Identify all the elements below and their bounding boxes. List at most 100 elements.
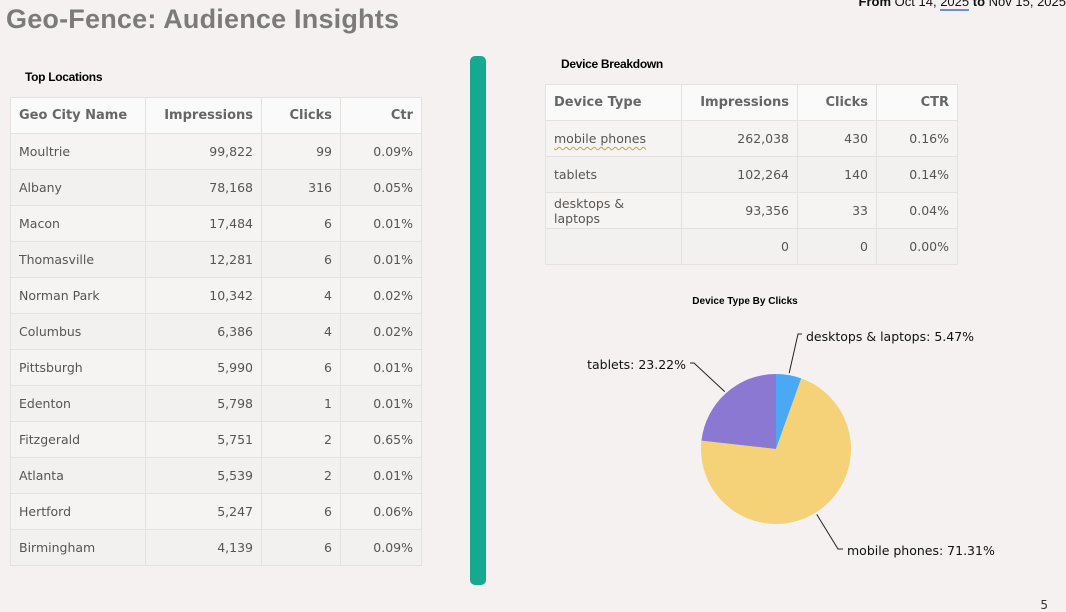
location-clicks: 4 — [261, 313, 341, 350]
location-clicks: 6 — [261, 529, 341, 566]
location-row[interactable]: Fitzgerald 5,751 2 0.65% — [10, 421, 422, 458]
location-city: Albany — [10, 169, 146, 206]
pie-slice-tablets[interactable] — [701, 374, 776, 449]
location-row[interactable]: Moultrie 99,822 99 0.09% — [10, 133, 422, 170]
location-impressions: 5,990 — [145, 349, 262, 386]
location-impressions: 5,539 — [145, 457, 262, 494]
location-city: Fitzgerald — [10, 421, 146, 458]
device-impressions: 93,356 — [681, 192, 798, 229]
device-type-text: mobile phones — [554, 131, 646, 146]
device-row[interactable]: 0 0 0.00% — [545, 228, 958, 265]
location-ctr: 0.01% — [340, 457, 422, 494]
device-clicks: 0 — [797, 228, 877, 265]
pie-label: tablets: 23.22% — [587, 357, 686, 372]
device-ctr: 0.00% — [876, 228, 958, 265]
location-city: Columbus — [10, 313, 146, 350]
page-title: Geo-Fence: Audience Insights — [6, 4, 400, 34]
device-breakdown-label: Device Breakdown — [561, 57, 663, 71]
top-locations-table: Geo City Name Impressions Clicks Ctr Mou… — [10, 97, 422, 566]
col-device-type[interactable]: Device Type — [545, 84, 682, 121]
device-impressions: 102,264 — [681, 156, 798, 193]
pie-leader-line — [816, 514, 843, 550]
device-breakdown-rows: mobile phones 262,038 430 0.16% tablets 102,2… — [545, 120, 958, 265]
device-ctr: 0.16% — [876, 120, 958, 157]
date-from-label: From — [858, 0, 892, 9]
location-ctr: 0.06% — [340, 493, 422, 530]
section-divider — [470, 56, 486, 585]
location-city: Macon — [10, 205, 146, 242]
pie-slice-desktops-laptops[interactable] — [776, 374, 802, 449]
date-range: From Oct 14, 2025 to Nov 15, 2025 — [858, 0, 1066, 11]
col-clicks[interactable]: Clicks — [261, 97, 341, 134]
device-row[interactable]: tablets 102,264 140 0.14% — [545, 156, 958, 193]
location-city: Thomasville — [10, 241, 146, 278]
location-city: Moultrie — [10, 133, 146, 170]
device-clicks: 140 — [797, 156, 877, 193]
location-ctr: 0.09% — [340, 133, 422, 170]
device-type: desktops & laptops — [545, 192, 682, 229]
location-ctr: 0.01% — [340, 349, 422, 386]
location-impressions: 10,342 — [145, 277, 262, 314]
col-device-ctr[interactable]: CTR — [876, 84, 958, 121]
chart-title: Device Type By Clicks — [692, 296, 798, 307]
location-row[interactable]: Birmingham 4,139 6 0.09% — [10, 529, 422, 566]
pie-slice-mobile-phones[interactable] — [700, 378, 851, 524]
pie-label: desktops & laptops: 5.47% — [806, 329, 974, 344]
device-impressions: 0 — [681, 228, 798, 265]
location-clicks: 6 — [261, 493, 341, 530]
location-row[interactable]: Atlanta 5,539 2 0.01% — [10, 457, 422, 494]
location-city: Edenton — [10, 385, 146, 422]
location-ctr: 0.65% — [340, 421, 422, 458]
location-clicks: 2 — [261, 421, 341, 458]
location-impressions: 99,822 — [145, 133, 262, 170]
date-to: Nov 15, 2025 — [988, 0, 1066, 9]
date-from: Oct 14, — [894, 0, 941, 9]
device-row[interactable]: mobile phones 262,038 430 0.16% — [545, 120, 958, 157]
device-type: tablets — [545, 156, 682, 193]
location-impressions: 78,168 — [145, 169, 262, 206]
location-ctr: 0.01% — [340, 241, 422, 278]
device-breakdown-table: Device Type Impressions Clicks CTR mobil… — [545, 84, 958, 265]
corner-mark: 5 — [1040, 598, 1048, 612]
col-device-clicks[interactable]: Clicks — [797, 84, 877, 121]
pie-label: mobile phones: 71.31% — [847, 543, 995, 558]
location-ctr: 0.09% — [340, 529, 422, 566]
location-row[interactable]: Albany 78,168 316 0.05% — [10, 169, 422, 206]
top-locations-label: Top Locations — [25, 70, 103, 84]
col-impressions[interactable]: Impressions — [145, 97, 262, 134]
location-row[interactable]: Thomasville 12,281 6 0.01% — [10, 241, 422, 278]
location-clicks: 1 — [261, 385, 341, 422]
device-type: mobile phones — [545, 120, 682, 157]
location-ctr: 0.05% — [340, 169, 422, 206]
location-impressions: 4,139 — [145, 529, 262, 566]
location-impressions: 6,386 — [145, 313, 262, 350]
location-impressions: 17,484 — [145, 205, 262, 242]
device-clicks: 33 — [797, 192, 877, 229]
col-device-impressions[interactable]: Impressions — [681, 84, 798, 121]
location-row[interactable]: Edenton 5,798 1 0.01% — [10, 385, 422, 422]
location-row[interactable]: Hertford 5,247 6 0.06% — [10, 493, 422, 530]
date-to-label: to — [972, 0, 986, 9]
col-ctr[interactable]: Ctr — [340, 97, 422, 134]
device-row[interactable]: desktops & laptops 93,356 33 0.04% — [545, 192, 958, 229]
location-impressions: 5,798 — [145, 385, 262, 422]
location-row[interactable]: Macon 17,484 6 0.01% — [10, 205, 422, 242]
device-ctr: 0.04% — [876, 192, 958, 229]
location-clicks: 2 — [261, 457, 341, 494]
location-clicks: 6 — [261, 349, 341, 386]
location-row[interactable]: Pittsburgh 5,990 6 0.01% — [10, 349, 422, 386]
device-impressions: 262,038 — [681, 120, 798, 157]
top-locations-rows: Moultrie 99,822 99 0.09% Albany 78,168 316 0.05… — [10, 133, 422, 566]
location-ctr: 0.01% — [340, 205, 422, 242]
location-clicks: 6 — [261, 205, 341, 242]
location-city: Birmingham — [10, 529, 146, 566]
device-type — [545, 228, 682, 265]
location-clicks: 316 — [261, 169, 341, 206]
pie-leader-line — [690, 362, 726, 392]
location-city: Pittsburgh — [10, 349, 146, 386]
location-impressions: 5,751 — [145, 421, 262, 458]
pie-leader-line — [788, 333, 802, 374]
date-from-year[interactable]: 2025 — [940, 0, 970, 11]
location-city: Atlanta — [10, 457, 146, 494]
